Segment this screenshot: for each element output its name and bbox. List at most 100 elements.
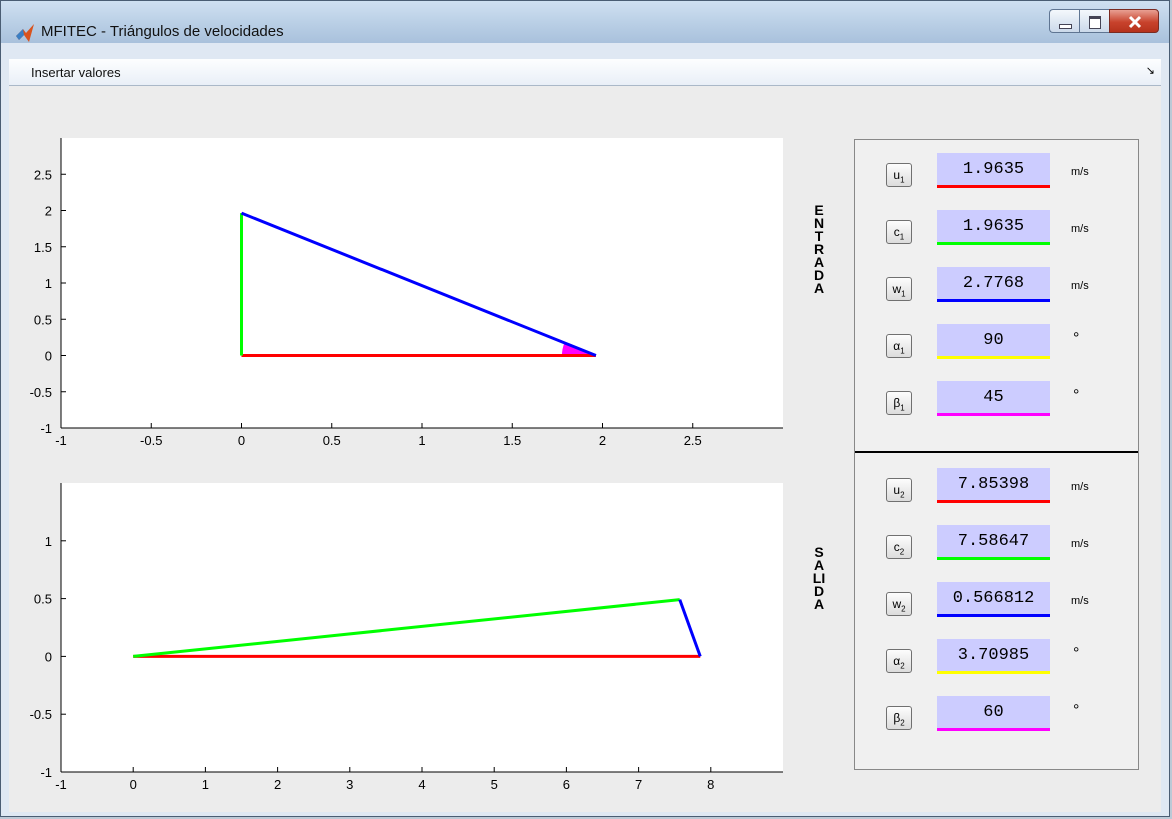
salida-y-tick-label: -1 bbox=[40, 765, 52, 780]
entrada-β-button[interactable]: β1 bbox=[886, 391, 912, 415]
values-panel: u1m/sc1m/sw1m/sα1°β1° u2m/sc2m/sw2m/sα2°… bbox=[854, 139, 1139, 770]
entrada-y-tick-label: 1.5 bbox=[34, 240, 52, 255]
color-underline bbox=[937, 299, 1050, 302]
entrada-y-tick-label: 2 bbox=[45, 204, 52, 219]
symbol-subscript: 1 bbox=[899, 232, 905, 242]
maximize-button[interactable] bbox=[1079, 9, 1109, 33]
symbol-subscript: 2 bbox=[899, 547, 905, 557]
entrada-α-value-field[interactable] bbox=[937, 324, 1050, 356]
salida-u-value-field[interactable] bbox=[937, 468, 1050, 500]
entrada-series-line-2 bbox=[240, 211, 597, 357]
salida-x-tick-label: 1 bbox=[202, 777, 209, 792]
salida-β-value-field[interactable] bbox=[937, 696, 1050, 728]
salida-w-button[interactable]: w2 bbox=[886, 592, 912, 616]
symbol-label: u bbox=[893, 168, 901, 182]
salida-x-tick-label: 3 bbox=[346, 777, 353, 792]
entrada-y-tick-label: 1 bbox=[45, 276, 52, 291]
entrada-x-tick-label: 0 bbox=[238, 433, 245, 446]
salida-α-value-field[interactable] bbox=[937, 639, 1050, 671]
salida-y-tick-label: 1 bbox=[45, 534, 52, 549]
symbol-subscript: 1 bbox=[900, 175, 905, 185]
close-button[interactable] bbox=[1109, 9, 1159, 33]
symbol-label: c bbox=[893, 225, 900, 239]
entrada-c-button[interactable]: c1 bbox=[886, 220, 912, 244]
salida-row-β: β2 ° bbox=[855, 693, 1138, 733]
unit-label: m/s bbox=[1071, 280, 1089, 292]
minimize-button[interactable] bbox=[1049, 9, 1079, 33]
entrada-y-tick-label: 0 bbox=[45, 349, 52, 364]
entrada-row-u: u1 m/s bbox=[855, 150, 1138, 190]
unit-label: m/s bbox=[1071, 223, 1089, 235]
entrada-y-tick-label: -1 bbox=[40, 421, 52, 436]
entrada-x-tick-label: -1 bbox=[55, 433, 67, 446]
symbol-subscript: 2 bbox=[900, 718, 905, 728]
window-controls bbox=[1049, 9, 1159, 33]
menu-insertar-valores[interactable]: Insertar valores bbox=[31, 65, 121, 80]
entrada-w-value-field[interactable] bbox=[937, 267, 1050, 299]
salida-label: SALIDA bbox=[812, 544, 826, 612]
entrada-label: ENTRADA bbox=[813, 202, 825, 296]
salida-x-tick-label: 0 bbox=[130, 777, 137, 792]
entrada-row-w: w1 m/s bbox=[855, 264, 1138, 304]
symbol-label: α bbox=[893, 654, 901, 668]
salida-c-value-field[interactable] bbox=[937, 525, 1050, 557]
symbol-label: u bbox=[893, 483, 901, 497]
salida-series-line-2 bbox=[678, 599, 702, 657]
entrada-u-value-field[interactable] bbox=[937, 153, 1050, 185]
unit-label: ° bbox=[1073, 702, 1080, 719]
close-icon bbox=[1128, 15, 1142, 29]
entrada-x-tick-label: 2.5 bbox=[684, 433, 702, 446]
entrada-row-β: β1 ° bbox=[855, 378, 1138, 418]
unit-label: ° bbox=[1073, 387, 1080, 404]
entrada-α-button[interactable]: α1 bbox=[886, 334, 912, 358]
unit-label: m/s bbox=[1071, 481, 1089, 493]
entrada-u-button[interactable]: u1 bbox=[886, 163, 912, 187]
entrada-w-button[interactable]: w1 bbox=[886, 277, 912, 301]
symbol-subscript: 1 bbox=[900, 403, 905, 413]
matlab-logo-icon bbox=[16, 24, 34, 42]
symbol-label: α bbox=[893, 339, 901, 353]
maximize-icon bbox=[1089, 16, 1101, 29]
symbol-subscript: 1 bbox=[901, 289, 906, 299]
salida-series-line-1 bbox=[133, 598, 680, 658]
menu-bar: Insertar valores ↘ bbox=[9, 59, 1161, 86]
color-underline bbox=[937, 356, 1050, 359]
entrada-y-tick-label: -0.5 bbox=[30, 385, 52, 400]
figure-area: -1 -0.5 0 0.5 1 1.5 2 2.5 -1 -0.5 0 0.5 1 1.5 2 2.5 -1 0… bbox=[9, 86, 1161, 812]
salida-β-button[interactable]: β2 bbox=[886, 706, 912, 730]
unit-label: ° bbox=[1073, 645, 1080, 662]
entrada-y-tick-label: 0.5 bbox=[34, 312, 52, 327]
salida-y-tick-label: 0.5 bbox=[34, 592, 52, 607]
salida-y-tick-label: 0 bbox=[45, 649, 52, 664]
color-underline bbox=[937, 185, 1050, 188]
title-bar: MFITEC - Triángulos de velocidades bbox=[1, 1, 1169, 43]
salida-α-button[interactable]: α2 bbox=[886, 649, 912, 673]
window-title: MFITEC - Triángulos de velocidades bbox=[41, 23, 284, 40]
symbol-label: w bbox=[892, 597, 902, 611]
symbol-subscript: 1 bbox=[900, 346, 905, 356]
salida-row-w: w2 m/s bbox=[855, 579, 1138, 619]
salida-u-button[interactable]: u2 bbox=[886, 478, 912, 502]
salida-row-u: u2 m/s bbox=[855, 465, 1138, 505]
salida-y-tick-label: -0.5 bbox=[30, 707, 52, 722]
entrada-y-tick-label: 2.5 bbox=[34, 167, 52, 182]
salida-c-button[interactable]: c2 bbox=[886, 535, 912, 559]
salida-axes-background bbox=[61, 483, 783, 772]
entrada-row-c: c1 m/s bbox=[855, 207, 1138, 247]
symbol-label: β bbox=[893, 396, 901, 410]
symbol-label: β bbox=[893, 711, 901, 725]
entrada-c-value-field[interactable] bbox=[937, 210, 1050, 242]
salida-w-value-field[interactable] bbox=[937, 582, 1050, 614]
salida-x-tick-label: 7 bbox=[635, 777, 642, 792]
entrada-x-tick-label: 2 bbox=[599, 433, 606, 446]
symbol-label: c bbox=[893, 540, 900, 554]
symbol-subscript: 2 bbox=[900, 490, 905, 500]
menu-overflow-arrow-icon[interactable]: ↘ bbox=[1145, 65, 1155, 77]
entrada-β-value-field[interactable] bbox=[937, 381, 1050, 413]
salida-x-tick-label: 6 bbox=[563, 777, 570, 792]
salida-x-tick-label: 2 bbox=[274, 777, 281, 792]
unit-label: m/s bbox=[1071, 595, 1089, 607]
symbol-subscript: 2 bbox=[900, 661, 905, 671]
color-underline bbox=[937, 728, 1050, 731]
